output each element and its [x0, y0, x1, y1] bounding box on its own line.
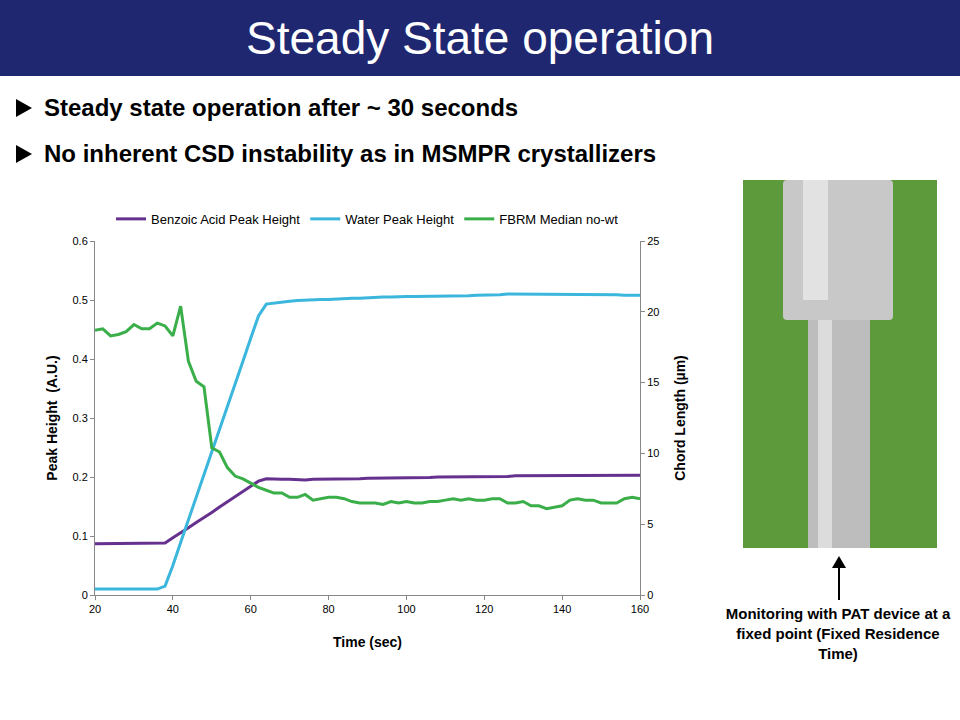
- svg-text:40: 40: [167, 603, 179, 615]
- svg-text:25: 25: [647, 235, 659, 247]
- html-text:Steady State operation: Steady State operation: [246, 12, 714, 64]
- svg-text:5: 5: [647, 518, 653, 530]
- html-text:No inherent CSD instability as: No inherent CSD instability as in MSMPR …: [44, 140, 657, 167]
- svg-text:20: 20: [647, 306, 659, 318]
- svg-text:140: 140: [553, 603, 571, 615]
- svg-text:0.3: 0.3: [73, 412, 88, 424]
- svg-text:Peak Height (A.U.): Peak Height (A.U.): [44, 355, 60, 480]
- html-text:Steady state operation after ~: Steady state operation after ~ 30 second…: [44, 94, 519, 121]
- svg-text:Benzoic Acid Peak Height: Benzoic Acid Peak Height: [151, 212, 300, 227]
- svg-text:Time (sec): Time (sec): [333, 634, 402, 650]
- svg-text:Chord Length (µm): Chord Length (µm): [672, 355, 688, 481]
- svg-text:0.2: 0.2: [73, 471, 88, 483]
- svg-text:0: 0: [647, 589, 653, 601]
- svg-text:0: 0: [82, 589, 88, 601]
- svg-text:0.5: 0.5: [73, 294, 88, 306]
- svg-text:0.4: 0.4: [73, 353, 88, 365]
- svg-text:80: 80: [322, 603, 334, 615]
- html-text:Monitoring with PAT device at: Monitoring with PAT device at a fixed po…: [725, 605, 951, 662]
- svg-text:FBRM Median no-wt: FBRM Median no-wt: [499, 212, 618, 227]
- svg-text:10: 10: [647, 447, 659, 459]
- svg-text:15: 15: [647, 376, 659, 388]
- svg-text:0.6: 0.6: [73, 235, 88, 247]
- svg-text:160: 160: [631, 603, 649, 615]
- svg-text:60: 60: [245, 603, 257, 615]
- svg-text:120: 120: [475, 603, 493, 615]
- svg-text:Water Peak Height: Water Peak Height: [345, 212, 454, 227]
- svg-text:20: 20: [89, 603, 101, 615]
- svg-text:0.1: 0.1: [73, 530, 88, 542]
- svg-text:100: 100: [397, 603, 415, 615]
